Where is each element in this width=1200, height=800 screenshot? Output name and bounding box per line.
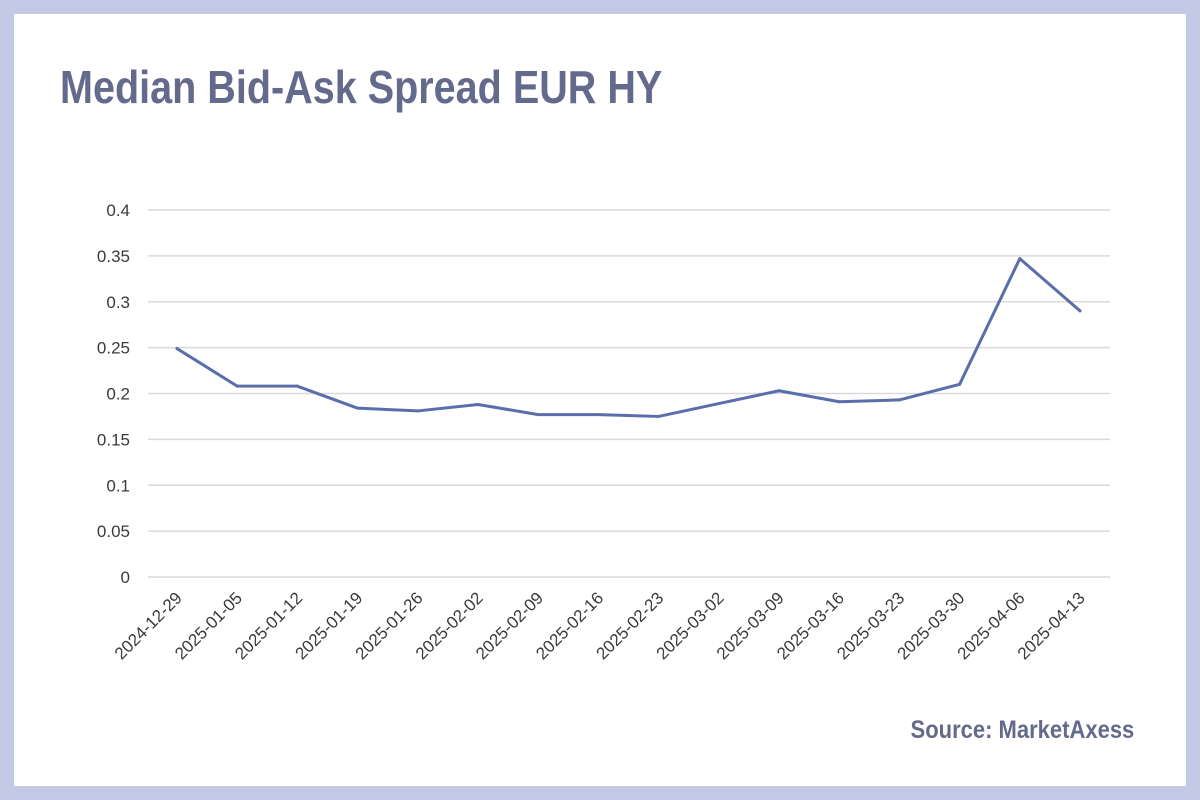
data-point bbox=[777, 389, 781, 393]
data-point bbox=[536, 413, 540, 417]
series-layer bbox=[175, 257, 1082, 418]
data-point bbox=[1078, 309, 1082, 313]
data-point bbox=[837, 400, 841, 404]
data-point bbox=[596, 413, 600, 417]
source-note: Source: MarketAxess bbox=[910, 716, 1134, 744]
y-axis-ticks: 0 0.05 0.1 0.15 0.2 0.25 0.3 0.35 0.4 bbox=[97, 201, 130, 587]
data-point bbox=[717, 402, 721, 406]
data-point bbox=[897, 398, 901, 402]
y-tick-label: 0.1 bbox=[106, 476, 130, 495]
data-point bbox=[356, 406, 360, 410]
chart-title: Median Bid-Ask Spread EUR HY bbox=[60, 61, 663, 113]
data-point bbox=[235, 384, 239, 388]
data-point bbox=[958, 382, 962, 386]
y-tick-label: 0.35 bbox=[97, 247, 130, 266]
data-point bbox=[657, 414, 661, 418]
data-point bbox=[175, 347, 179, 351]
y-tick-label: 0.2 bbox=[106, 385, 130, 404]
y-tick-label: 0.3 bbox=[106, 293, 130, 312]
grid-lines bbox=[148, 209, 1110, 578]
chart-card: Median Bid-Ask Spread EUR HY Source: Mar… bbox=[14, 14, 1186, 786]
y-tick-label: 0.15 bbox=[97, 430, 130, 449]
x-axis-ticks: 2024-12-292025-01-052025-01-122025-01-19… bbox=[111, 588, 1089, 663]
data-point bbox=[476, 403, 480, 407]
data-point bbox=[416, 409, 420, 413]
y-tick-label: 0.4 bbox=[106, 201, 130, 220]
series-line bbox=[175, 257, 1082, 418]
y-tick-label: 0 bbox=[121, 568, 130, 587]
y-tick-label: 0.05 bbox=[97, 522, 130, 541]
data-point bbox=[295, 384, 299, 388]
y-tick-label: 0.25 bbox=[97, 339, 130, 358]
data-point bbox=[1018, 257, 1022, 261]
